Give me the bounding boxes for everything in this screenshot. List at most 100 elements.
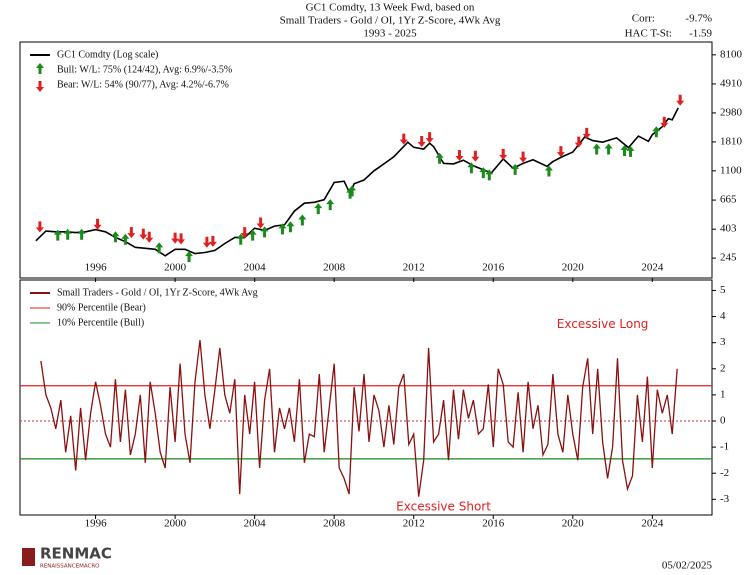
bull-arrow [314,203,323,215]
x-tick-label: 2004 [244,262,267,274]
y-tick-label: 3 [720,336,726,348]
logo-icon [22,548,35,566]
x-tick-label: 2012 [403,262,425,274]
stat-value: -9.7% [685,13,712,25]
x-tick-label: 2004 [244,518,267,530]
bear-arrow [519,151,528,163]
legend-label: Bull: W/L: 75% (124/42), Avg: 6.9%/-3.5% [57,64,232,75]
y-tick-label: 0 [720,415,726,427]
x-tick-label: 2000 [164,262,187,274]
series-line [35,107,679,257]
bear-arrow [455,149,464,161]
logo-sub: RENAISSANCEMACRO [40,564,100,570]
y-tick-label: -3 [720,493,730,505]
bull-arrow [248,229,257,241]
bear-arrow [676,94,685,106]
x-tick-label: 2000 [164,518,187,530]
bear-arrow [499,148,508,160]
bull-arrow [155,242,164,254]
legend-swatch [36,81,44,92]
annotation: Excessive Short [396,500,491,514]
bear-arrow [256,217,265,229]
bear-arrow [145,231,154,243]
bear-arrow [240,227,249,239]
bull-arrow [620,145,629,157]
date: 05/02/2025 [662,560,713,572]
bull-arrow [348,185,357,197]
y-tick-label: 5 [720,284,726,296]
bull-arrow [121,233,130,245]
x-tick-label: 2020 [562,518,585,530]
bear-arrow [127,227,136,239]
bull-arrow [435,152,444,164]
bull-arrow [652,126,661,138]
x-tick-label: 2020 [562,262,585,274]
y-tick-label: 2980 [720,106,743,118]
bull-arrow [298,214,307,226]
legend-label: Small Traders - Gold / OI, 1Yr Z-Score, … [57,287,258,298]
bull-arrow [77,228,86,240]
x-tick-label: 2012 [403,518,425,530]
panel-frame [19,279,713,516]
x-tick-label: 2016 [482,262,505,274]
bull-arrow [278,223,287,235]
bull-arrow [326,199,335,211]
bear-arrow [139,228,148,240]
bull-arrow [111,231,120,243]
y-tick-label: 1100 [720,164,742,176]
bull-arrow [236,233,245,245]
y-tick-label: 1 [720,388,726,400]
panel-frame [19,41,713,279]
y-tick-label: 4 [720,310,726,322]
x-tick-label: 1996 [85,262,108,274]
bear-arrow [417,136,426,148]
bear-arrow [399,133,408,145]
x-tick-label: 2008 [323,518,346,530]
bull-arrow [592,143,601,155]
legend-label: 10% Percentile (Bull) [57,317,144,328]
bear-arrow [574,136,583,148]
annotation: Excessive Long [557,317,649,331]
bull-arrow [63,228,72,240]
bull-arrow [544,165,553,177]
title-line: 1993 - 2025 [363,28,417,40]
y-tick-label: -2 [720,467,729,479]
y-tick-label: 4910 [720,77,743,89]
bear-arrow [208,235,217,247]
legend-label: GC1 Comdty (Log scale) [57,49,158,60]
y-tick-label: 8100 [720,48,743,60]
legend-swatch [36,63,44,74]
y-tick-label: 403 [720,223,737,235]
y-tick-label: 665 [720,194,737,206]
x-tick-label: 2016 [482,518,505,530]
stat-label: Corr: [632,13,655,25]
bull-arrow [185,251,194,263]
bull-arrow [604,143,613,155]
series-line [40,340,678,497]
bear-arrow [202,236,211,248]
bear-arrow [660,116,669,128]
x-tick-label: 1996 [85,518,108,530]
y-tick-label: 1810 [720,135,743,147]
bull-arrow [479,167,488,179]
bear-arrow [35,221,44,233]
bear-arrow [556,146,565,158]
bull-arrow [286,221,295,233]
bull-arrow [626,145,635,157]
stat-value: -1.59 [689,28,712,40]
bear-arrow [177,233,186,245]
title-line: GC1 Comdty, 13 Week Fwd, based on [306,2,475,14]
y-tick-label: -1 [720,441,729,453]
x-tick-label: 2024 [641,262,664,274]
title-line: Small Traders - Gold / OI, 1Yr Z-Score, … [280,15,501,27]
legend-label: Bear: W/L: 54% (90/77), Avg: 4.2%/-6.7% [57,79,229,90]
bull-arrow [467,162,476,174]
x-tick-label: 2008 [323,262,346,274]
bull-arrow [53,229,62,241]
bear-arrow [171,232,180,244]
bear-arrow [471,150,480,162]
y-tick-label: 2 [720,362,726,374]
bull-arrow [511,163,520,175]
bear-arrow [582,127,591,139]
